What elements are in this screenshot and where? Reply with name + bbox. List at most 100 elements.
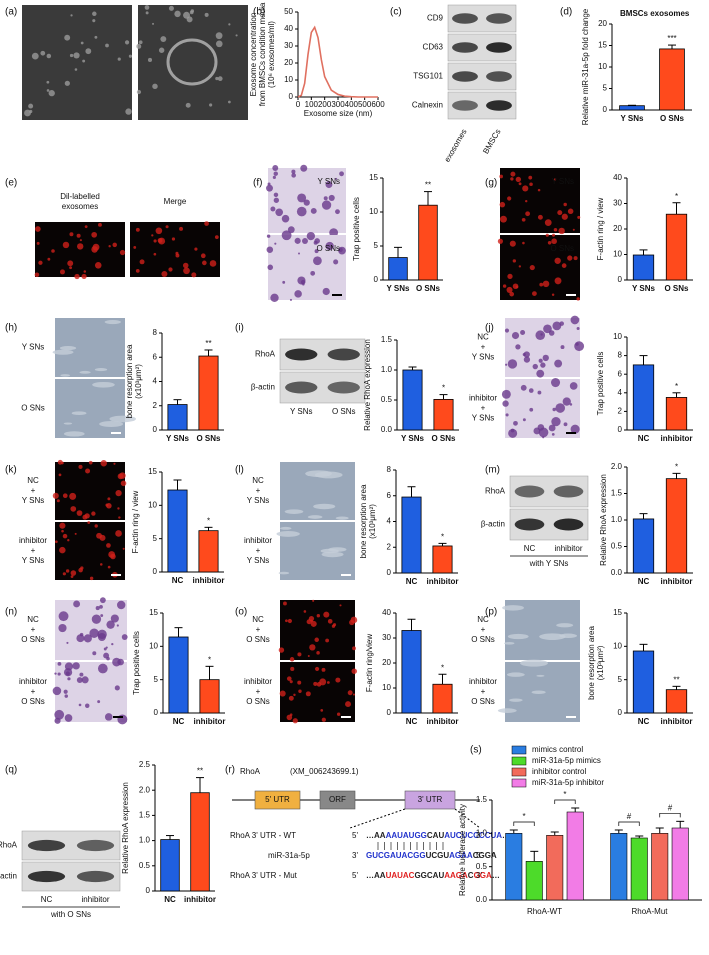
texture-spot — [94, 524, 98, 528]
texture-spot — [294, 290, 302, 298]
texture-spot — [542, 280, 550, 288]
blot-row-label: RhoA — [255, 350, 276, 359]
sequence-segment: UCGU — [426, 851, 450, 860]
image-label: inhibitor — [469, 677, 497, 686]
texture-spot — [209, 103, 213, 107]
texture-spot — [104, 320, 122, 325]
sequence-segment: CAU — [427, 831, 445, 840]
texture-spot — [302, 238, 308, 244]
significance-label: * — [207, 516, 210, 525]
sequence-end: 3' — [352, 851, 358, 860]
y-tick-label: 0 — [618, 708, 623, 717]
texture-spot — [306, 619, 312, 625]
texture-spot — [70, 570, 77, 576]
y-axis-label: bone resorption area — [359, 484, 368, 558]
y-tick-label: 10 — [613, 332, 622, 341]
texture-spot — [94, 35, 98, 39]
sequence-end: 3' — [476, 831, 482, 840]
significance-label: *** — [667, 34, 676, 43]
panel-label: (r) — [225, 765, 235, 776]
texture-spot — [537, 424, 545, 431]
texture-spot — [502, 284, 507, 288]
x-tick-label: Y SNs — [621, 114, 645, 123]
texture-spot — [191, 272, 197, 278]
texture-spot — [59, 522, 66, 529]
texture-spot — [529, 182, 533, 187]
texture-spot — [290, 666, 295, 672]
x-tick-label: RhoA-Mut — [631, 907, 668, 916]
bar — [198, 355, 219, 431]
texture-spot — [520, 384, 527, 391]
y-tick-label: 0 — [374, 275, 379, 284]
texture-spot — [555, 403, 566, 413]
y-tick-label: 20 — [598, 19, 607, 28]
bar — [505, 833, 523, 901]
lane-label: inhibitor — [81, 895, 109, 904]
image-label: NC — [27, 476, 39, 485]
texture-spot — [59, 346, 77, 351]
image-label: Y SNs — [472, 414, 495, 423]
texture-spot — [562, 397, 571, 406]
texture-spot — [563, 422, 568, 427]
y-tick-label: 20 — [284, 58, 293, 67]
bar — [632, 518, 655, 574]
y-tick-label: 2 — [618, 407, 623, 416]
texture-spot — [509, 291, 515, 297]
texture-spot — [135, 268, 140, 273]
texture-spot — [314, 249, 319, 254]
image-label: + — [256, 486, 261, 495]
texture-spot — [289, 298, 293, 301]
y-tick-label: 2.0 — [611, 462, 623, 471]
y-axis-label: Relative RhoA expression — [599, 474, 608, 566]
texture-spot — [313, 256, 322, 266]
chart-title: BMSCs exosomes — [620, 9, 690, 18]
legend-swatch — [511, 745, 527, 755]
y-tick-label: 6 — [153, 352, 158, 361]
texture-spot — [569, 382, 578, 390]
y-tick-label: 5 — [603, 84, 608, 93]
texture-spot — [87, 521, 91, 524]
accession: (XM_006243699.1) — [290, 767, 359, 776]
y-tick-label: 15 — [613, 608, 622, 617]
blot-band — [285, 381, 318, 394]
sequence-segment: AAUAUGG — [386, 831, 427, 840]
image-label: Y SNs — [22, 556, 45, 565]
texture-spot — [88, 460, 93, 465]
texture-spot — [64, 694, 68, 698]
legend-label: miR-31a-5p inhibitor — [532, 778, 604, 787]
texture-spot — [70, 575, 74, 578]
texture-spot — [531, 690, 546, 695]
y-tick-label: 8 — [153, 328, 158, 337]
texture-spot — [286, 676, 292, 681]
y-tick-label: 1.5 — [476, 795, 488, 804]
texture-spot — [215, 76, 219, 81]
texture-spot — [313, 503, 336, 510]
texture-spot — [58, 473, 62, 477]
x-tick-label: Y SNs — [166, 434, 190, 443]
texture-spot — [69, 53, 74, 58]
y-axis-label: bone resorption area — [587, 626, 596, 700]
lane-label: exosomes — [443, 128, 469, 164]
texture-spot — [29, 109, 33, 114]
significance-bracket — [618, 821, 640, 826]
sequence-end: 5' — [352, 831, 358, 840]
texture-spot — [303, 610, 307, 613]
texture-spot — [326, 681, 330, 684]
y-tick-label: 10 — [613, 250, 622, 259]
bar — [433, 398, 454, 431]
x-tick-label: 400 — [345, 100, 359, 109]
significance-label: # — [668, 803, 673, 812]
significance-label: * — [441, 532, 444, 541]
texture-spot — [298, 252, 301, 255]
zoom-line — [349, 808, 406, 829]
image-label: + — [31, 625, 36, 634]
texture-spot — [556, 623, 574, 628]
bar — [546, 835, 564, 901]
image-label: NC — [27, 615, 39, 624]
sequence-name: miR-31a-5p — [268, 851, 310, 860]
texture-spot — [278, 571, 290, 575]
texture-spot — [545, 233, 549, 237]
texture-spot — [525, 199, 528, 203]
texture-spot — [51, 249, 55, 253]
significance-label: * — [441, 663, 444, 672]
